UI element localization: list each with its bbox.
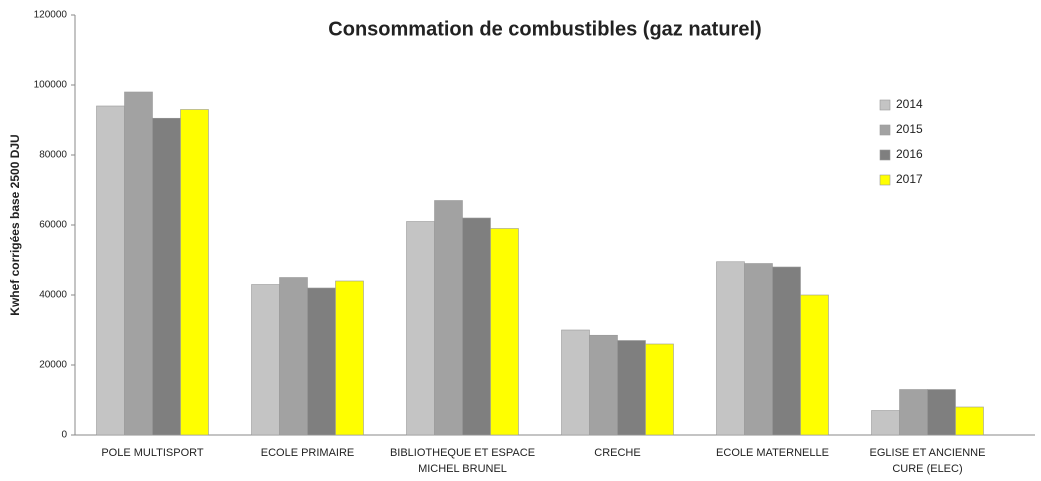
- y-tick-label: 40000: [39, 290, 67, 301]
- y-tick-label: 100000: [34, 80, 68, 91]
- x-tick-label: ECOLE MATERNELLE: [716, 447, 829, 459]
- bar: [617, 340, 646, 436]
- bar: [800, 294, 829, 436]
- bar: [335, 280, 364, 436]
- bar: [772, 266, 801, 436]
- bar: [152, 117, 181, 436]
- x-tick-label: ECOLE PRIMAIRE: [260, 447, 355, 459]
- legend-swatch: [879, 149, 891, 161]
- x-tick-label: EGLISE ET ANCIENNE CURE (ELEC): [869, 447, 986, 475]
- bar: [434, 200, 463, 436]
- bar: [716, 261, 745, 436]
- bar: [124, 91, 153, 436]
- legend-label: 2016: [896, 147, 923, 161]
- bar: [927, 389, 956, 436]
- bar: [180, 109, 209, 436]
- bar: [251, 284, 280, 436]
- bar: [406, 221, 435, 436]
- chart-title: Consommation de combustibles (gaz nature…: [328, 18, 761, 40]
- bar: [279, 277, 308, 436]
- legend-swatch: [879, 174, 891, 186]
- legend-swatch: [879, 124, 891, 136]
- y-tick-label: 20000: [39, 360, 67, 371]
- x-tick-label: POLE MULTISPORT: [101, 447, 204, 459]
- legend-swatch: [879, 99, 891, 111]
- legend-label: 2014: [896, 97, 923, 111]
- y-tick-label: 60000: [39, 220, 67, 231]
- y-tick-label: 120000: [34, 10, 68, 21]
- bar: [589, 334, 618, 436]
- bar: [490, 228, 519, 436]
- bar: [462, 217, 491, 436]
- bar: [744, 263, 773, 436]
- bar: [307, 287, 336, 436]
- x-tick-label: BIBLIOTHEQUE ET ESPACE MICHEL BRUNEL: [389, 447, 536, 475]
- legend-label: 2015: [896, 122, 923, 136]
- y-axis-label: Kwhef corrigées base 2500 DJU: [8, 134, 22, 315]
- bar: [955, 406, 984, 436]
- x-tick-label: CRECHE: [594, 447, 641, 459]
- y-tick-label: 80000: [39, 150, 67, 161]
- bar: [645, 343, 674, 436]
- bar: [899, 389, 928, 436]
- bar: [561, 329, 590, 436]
- y-tick-label: 0: [61, 430, 67, 441]
- legend-label: 2017: [896, 172, 923, 186]
- bar: [96, 105, 125, 436]
- bar: [871, 410, 900, 436]
